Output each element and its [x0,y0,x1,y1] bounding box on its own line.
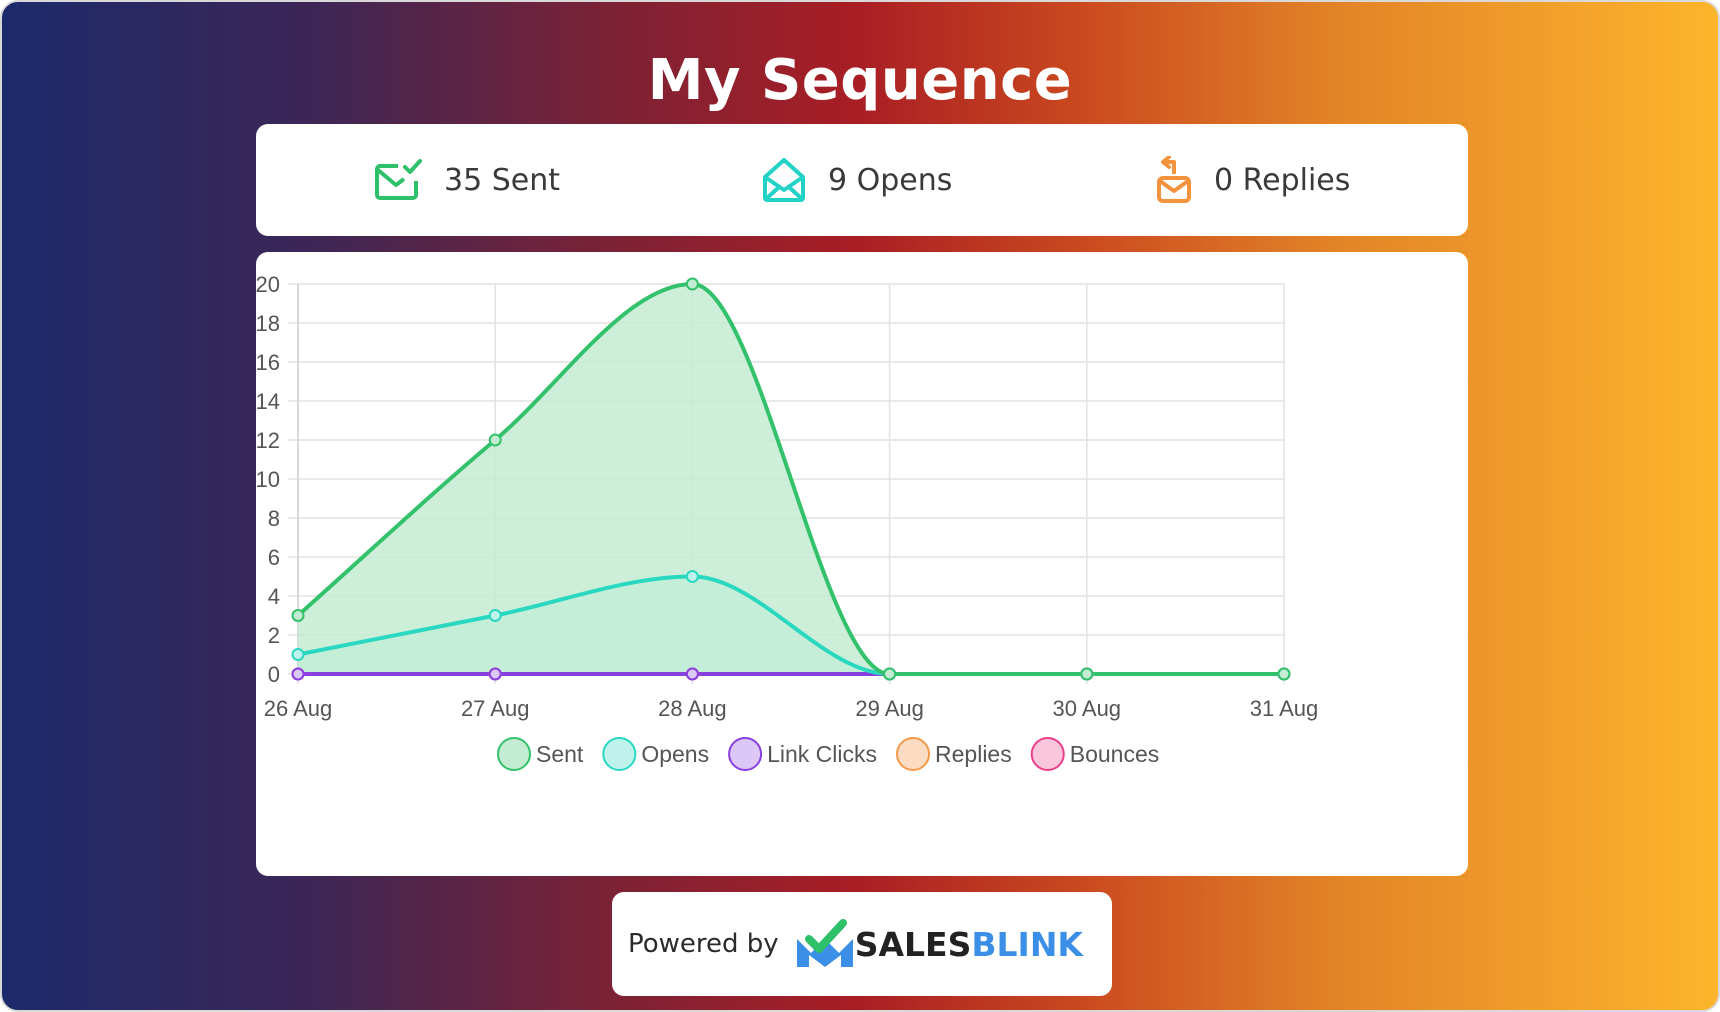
salesblink-logo: SALES BLINK [795,919,1083,969]
y-tick-label: 0 [268,662,280,687]
stat-opens: 9 Opens [762,124,952,236]
point-opens [685,570,699,583]
point-link-clicks [291,667,305,681]
x-tick-label: 26 Aug [264,696,333,721]
y-tick-label: 20 [256,272,280,297]
brand-name-sales: SALES [854,924,972,964]
powered-by-card[interactable]: Powered by SALES BLINK [612,892,1112,996]
legend-label-link-clicks: Link Clicks [767,741,877,767]
y-tick-label: 8 [268,506,280,531]
y-tick-label: 4 [268,584,280,609]
envelope-open-icon [763,158,805,202]
y-tick-label: 2 [268,623,280,648]
y-tick-label: 10 [256,467,280,492]
legend-label-opens: Opens [641,741,709,767]
point-sent [883,667,897,681]
powered-by-text: Powered by [628,929,779,959]
x-axis-ticks: 26 Aug 27 Aug 28 Aug 29 Aug 30 Aug 31 Aug [264,696,1319,721]
point-sent [1080,667,1094,681]
y-axis-ticks: 0 2 4 6 8 10 12 14 16 18 20 [256,272,280,687]
stat-sent-label: 35 Sent [444,162,560,198]
activity-chart: 0 2 4 6 8 10 12 14 16 18 20 26 Aug 27 Aug 28 Aug 29 A… [256,272,1319,771]
point-opens [488,609,502,622]
y-tick-label: 16 [256,350,280,375]
point-opens [291,648,305,661]
point-link-clicks [488,667,502,681]
point-sent [1277,667,1291,681]
x-tick-label: 31 Aug [1250,696,1319,721]
envelope-check-icon [375,159,422,200]
legend-label-sent: Sent [536,741,584,767]
legend-swatch-link-clicks [728,737,763,771]
point-link-clicks [685,667,699,681]
envelope-reply-icon [1157,156,1191,203]
x-tick-label: 28 Aug [658,696,727,721]
chart-card: 0 2 4 6 8 10 12 14 16 18 20 26 Aug 27 Aug 28 Aug 29 A… [256,252,1468,876]
brand-name-blink: BLINK [971,924,1084,964]
stat-opens-label: 9 Opens [828,162,953,198]
y-tick-label: 18 [256,311,280,336]
legend-swatch-bounces [1030,737,1065,771]
chart-points [291,277,1291,681]
chart-legend: Sent Opens Link Clicks Replies Bounces [497,737,1160,771]
legend-swatch-opens [602,737,637,771]
y-tick-label: 6 [268,545,280,570]
salesblink-logo-icon [796,919,853,967]
legend-swatch-sent [497,737,531,771]
stat-sent: 35 Sent [374,124,560,236]
legend-swatch-replies [896,737,931,771]
x-tick-label: 29 Aug [855,696,924,721]
stat-replies-label: 0 Replies [1214,162,1351,198]
x-tick-label: 30 Aug [1053,696,1122,721]
x-tick-label: 27 Aug [461,696,530,721]
point-sent [291,609,305,622]
stats-card: 35 Sent 9 Opens 0 Replies [256,124,1468,236]
point-sent [685,277,699,291]
page-title: My Sequence [647,48,1073,113]
legend-label-replies: Replies [935,741,1012,767]
y-tick-label: 12 [256,428,280,453]
point-sent [488,433,502,447]
stat-replies: 0 Replies [1156,124,1350,236]
legend-label-bounces: Bounces [1070,741,1160,767]
y-tick-label: 14 [256,389,280,414]
